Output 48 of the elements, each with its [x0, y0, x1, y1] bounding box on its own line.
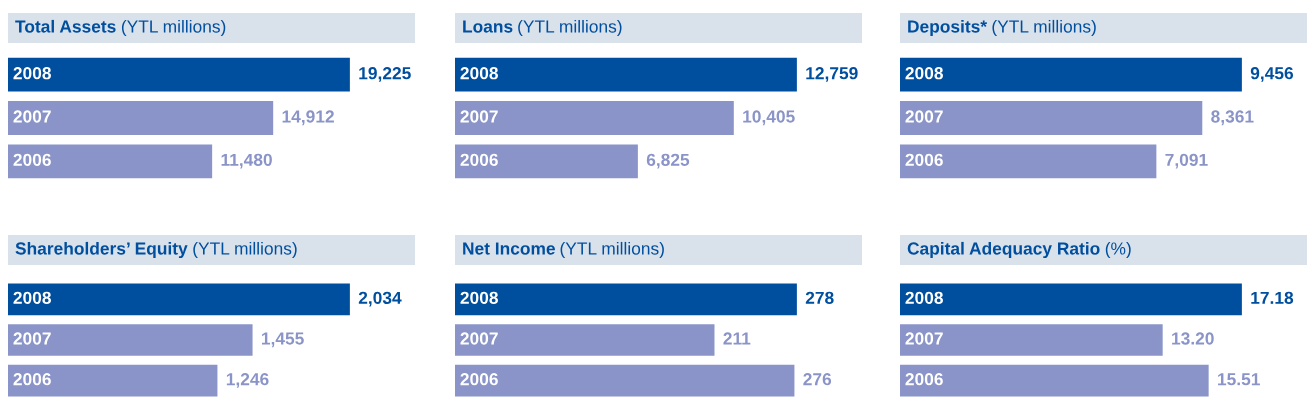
data-label: 10,405 [743, 110, 795, 126]
chart-title: Deposits* [908, 19, 988, 37]
y-tick-label: 2008 [905, 67, 943, 80]
y-tick-label: 2006 [460, 373, 498, 386]
data-label: 278 [805, 291, 834, 304]
data-label: 15.51 [1218, 373, 1260, 386]
data-label: 1,246 [226, 373, 269, 388]
data-label: 6,825 [646, 153, 690, 169]
y-tick-label: 2007 [460, 332, 498, 345]
y-tick-label: 2007 [905, 332, 943, 345]
chart-subtitle: (YTL millions) [193, 241, 297, 259]
y-tick-label: 2007 [13, 332, 51, 345]
data-label: 1,455 [261, 332, 304, 348]
y-tick-label: 2008 [13, 291, 51, 304]
data-label: 17.18 [1251, 291, 1294, 304]
chart-title: Net Income [463, 242, 555, 255]
data-label: 276 [803, 373, 832, 386]
y-tick-label: 2006 [460, 153, 498, 166]
data-label: 2,034 [358, 291, 402, 307]
data-label: 14,912 [282, 110, 334, 126]
y-tick-label: 2006 [905, 153, 943, 166]
y-tick-label: 2008 [13, 67, 51, 80]
y-tick-label: 2006 [13, 373, 51, 386]
data-label: 9,456 [1250, 67, 1294, 82]
data-label: 211 [723, 332, 751, 345]
chart-title: Shareholders’ Equity [15, 241, 188, 259]
y-tick-label: 2008 [460, 67, 498, 80]
data-label: 13.20 [1172, 332, 1214, 345]
y-tick-label: 2007 [905, 110, 943, 123]
y-tick-label: 2007 [13, 110, 51, 123]
chart-title: Capital Adequacy Ratio [907, 241, 1100, 259]
data-label: 12,759 [806, 67, 858, 82]
y-tick-label: 2007 [460, 110, 498, 123]
chart-subtitle: (%) [1105, 241, 1131, 259]
chart-subtitle: (YTL millions) [992, 19, 1096, 37]
y-tick-label: 2008 [460, 291, 498, 304]
chart-subtitle: (YTL millions) [121, 19, 226, 37]
y-tick-label: 2006 [905, 373, 943, 386]
y-tick-label: 2006 [13, 153, 51, 166]
data-label: 8,361 [1211, 110, 1254, 126]
data-label: 19,225 [359, 67, 411, 82]
chart-title: Loans [463, 20, 513, 33]
data-label: 11,480 [221, 153, 272, 169]
chart-subtitle: (YTL millions) [518, 19, 622, 37]
data-label: 7,091 [1165, 153, 1208, 169]
y-tick-label: 2008 [905, 291, 943, 304]
chart-title: Total Assets [15, 19, 116, 33]
chart-subtitle: (YTL millions) [560, 241, 664, 259]
